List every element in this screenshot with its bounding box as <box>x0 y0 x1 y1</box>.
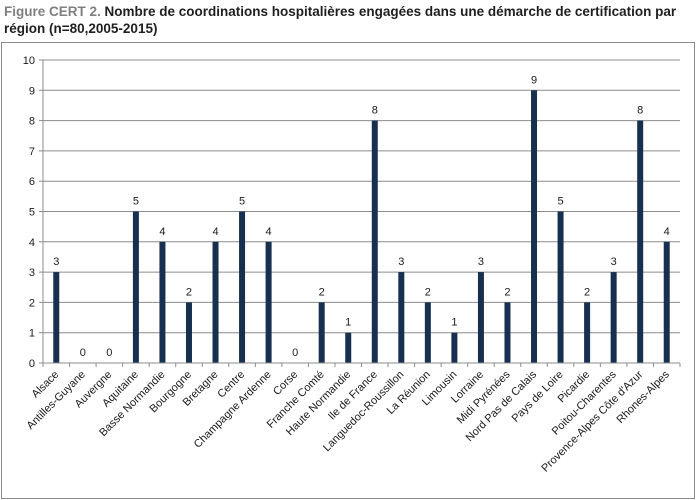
bar <box>132 211 139 363</box>
bar <box>159 241 166 363</box>
bar <box>318 302 325 363</box>
y-tick-label: 9 <box>29 85 35 97</box>
data-label: 0 <box>106 347 112 359</box>
data-label: 5 <box>558 196 564 208</box>
data-labels: 3 0 0 5 4 2 4 5 4 0 2 1 8 3 2 1 3 2 9 5 2 3 8 4 <box>53 74 670 359</box>
bar <box>239 211 246 363</box>
bar <box>663 241 670 363</box>
data-label: 2 <box>584 286 590 298</box>
bar <box>477 272 484 363</box>
bar <box>345 332 352 363</box>
y-tick-label: 2 <box>29 297 35 309</box>
data-label: 2 <box>186 286 192 298</box>
y-axis-ticks: 0 1 2 3 4 5 6 7 8 9 10 <box>23 55 35 370</box>
bar <box>265 241 272 363</box>
data-label: 1 <box>345 317 351 329</box>
y-tick-label: 0 <box>29 358 35 370</box>
bar <box>504 302 511 363</box>
figure-caption: Nombre de coordinations hospitalières en… <box>4 4 677 36</box>
bar <box>451 332 458 363</box>
data-label: 8 <box>637 105 643 117</box>
chart-area <box>1 42 695 499</box>
data-label: 5 <box>133 196 139 208</box>
data-label: 3 <box>611 256 617 268</box>
data-label: 4 <box>664 226 670 238</box>
data-label: 1 <box>451 317 457 329</box>
bar <box>53 272 60 363</box>
data-label: 4 <box>266 226 272 238</box>
bar <box>637 120 644 363</box>
data-label: 8 <box>372 105 378 117</box>
bar <box>185 302 192 363</box>
axes <box>39 59 681 367</box>
data-label: 3 <box>53 256 59 268</box>
bar <box>424 302 431 363</box>
data-label: 0 <box>80 347 86 359</box>
data-label: 5 <box>239 196 245 208</box>
category-labels: AlsaceAntilles-GuyaneAuvergneAquitaineBa… <box>25 368 673 474</box>
bar <box>610 272 617 363</box>
data-label: 0 <box>292 347 298 359</box>
y-tick-label: 4 <box>29 237 35 249</box>
bar <box>531 90 538 364</box>
bar <box>398 272 405 363</box>
gridlines <box>43 59 680 334</box>
data-label: 9 <box>531 74 537 86</box>
y-tick-label: 6 <box>29 176 35 188</box>
bar <box>212 241 219 363</box>
chart-title: Figure CERT 2. Nombre de coordinations h… <box>4 3 694 37</box>
data-label: 2 <box>319 286 325 298</box>
y-tick-label: 5 <box>29 207 35 219</box>
bar <box>584 302 591 363</box>
bar <box>371 120 378 363</box>
data-label: 4 <box>159 226 165 238</box>
y-tick-label: 10 <box>23 55 35 67</box>
y-tick-label: 3 <box>29 267 35 279</box>
bar <box>557 211 564 363</box>
data-label: 4 <box>212 226 218 238</box>
y-tick-label: 1 <box>29 328 35 340</box>
data-label: 3 <box>398 256 404 268</box>
y-tick-label: 8 <box>29 116 35 128</box>
figure-number: Figure CERT 2. <box>4 4 101 19</box>
data-label: 3 <box>478 256 484 268</box>
data-label: 2 <box>504 286 510 298</box>
data-label: 2 <box>425 286 431 298</box>
y-tick-label: 7 <box>29 146 35 158</box>
bars <box>53 90 670 364</box>
